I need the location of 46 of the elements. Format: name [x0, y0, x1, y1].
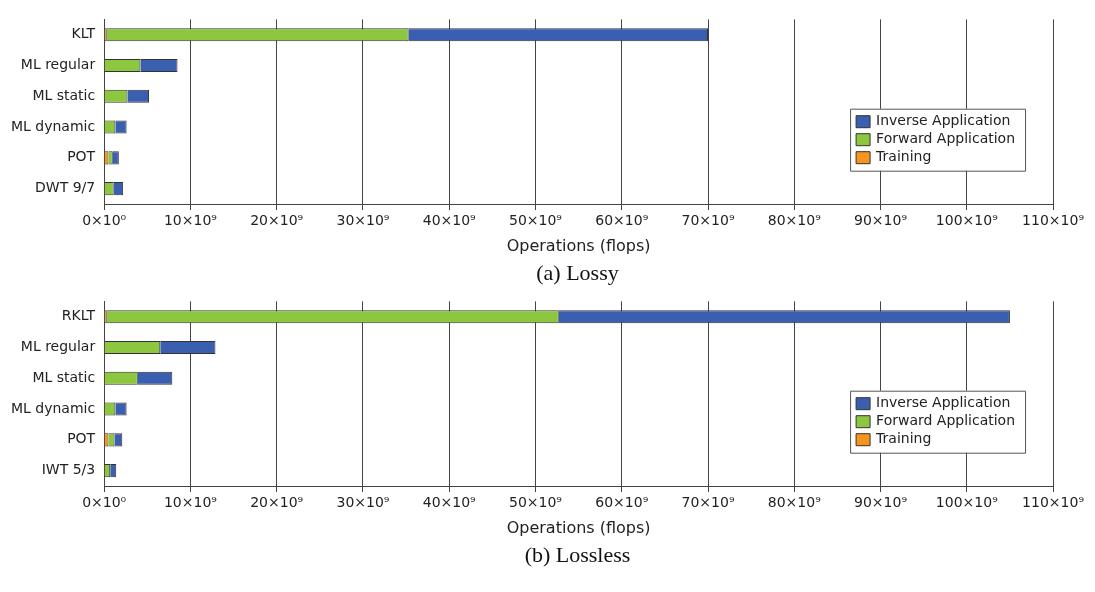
legend-label: Forward Application	[876, 130, 1016, 147]
text: (b) Lossless	[523, 542, 632, 568]
x-tick-label: 80×10⁹	[767, 494, 822, 511]
x-tick-label: 60×10⁹	[595, 212, 649, 229]
legend-label: Forward Application	[876, 412, 1016, 429]
x-tick-label: 0×10⁰	[82, 212, 127, 229]
x-tick-label: 10×10⁹	[163, 212, 218, 229]
legend-label: Training	[875, 430, 932, 447]
y-tick-label: POT	[67, 430, 96, 447]
x-tick-label: 90×10⁹	[854, 494, 908, 511]
y-tick-label: DWT 9/7	[35, 179, 96, 196]
x-tick-label: 40×10⁹	[422, 494, 477, 511]
y-tick-label: ML regular	[20, 56, 96, 73]
x-tick-label: 30×10⁹	[336, 212, 390, 229]
y-tick-label: POT	[67, 148, 96, 165]
x-axis-title: Operations (flops)	[506, 517, 651, 537]
x-tick-label: 110×10⁹	[1022, 212, 1085, 229]
x-tick-label: 0×10⁰	[82, 494, 127, 511]
x-tick-label: 70×10⁹	[681, 494, 735, 511]
x-axis-title: Operations (flops)	[506, 235, 651, 255]
x-tick-label: 100×10⁹	[935, 212, 999, 229]
y-tick-label: RKLT	[61, 307, 96, 324]
x-tick-label: 90×10⁹	[854, 212, 908, 229]
y-tick-label: ML static	[32, 368, 96, 385]
x-tick-label: 110×10⁹	[1022, 494, 1085, 511]
x-tick-label: 70×10⁹	[681, 212, 735, 229]
x-tick-label: 60×10⁹	[595, 494, 649, 511]
text: (a) Lossy	[535, 260, 620, 286]
x-tick-label: 100×10⁹	[935, 494, 999, 511]
legend-label: Inverse Application	[876, 112, 1011, 129]
y-tick-label: ML dynamic	[10, 117, 96, 134]
x-tick-label: 30×10⁹	[336, 494, 390, 511]
x-tick-label: 20×10⁹	[250, 212, 304, 229]
y-tick-label: ML regular	[20, 338, 96, 355]
x-tick-label: 50×10⁹	[509, 494, 563, 511]
y-tick-label: IWT 5/3	[41, 461, 96, 478]
legend-label: Training	[875, 148, 932, 165]
x-tick-label: 50×10⁹	[509, 212, 563, 229]
x-tick-label: 80×10⁹	[767, 212, 822, 229]
y-tick-label: KLT	[71, 25, 96, 42]
x-tick-label: 10×10⁹	[163, 494, 218, 511]
legend-label: Inverse Application	[876, 394, 1011, 411]
x-tick-label: 20×10⁹	[250, 494, 304, 511]
y-tick-label: ML dynamic	[10, 399, 96, 416]
x-tick-label: 40×10⁹	[422, 212, 477, 229]
y-tick-label: ML static	[32, 86, 96, 103]
